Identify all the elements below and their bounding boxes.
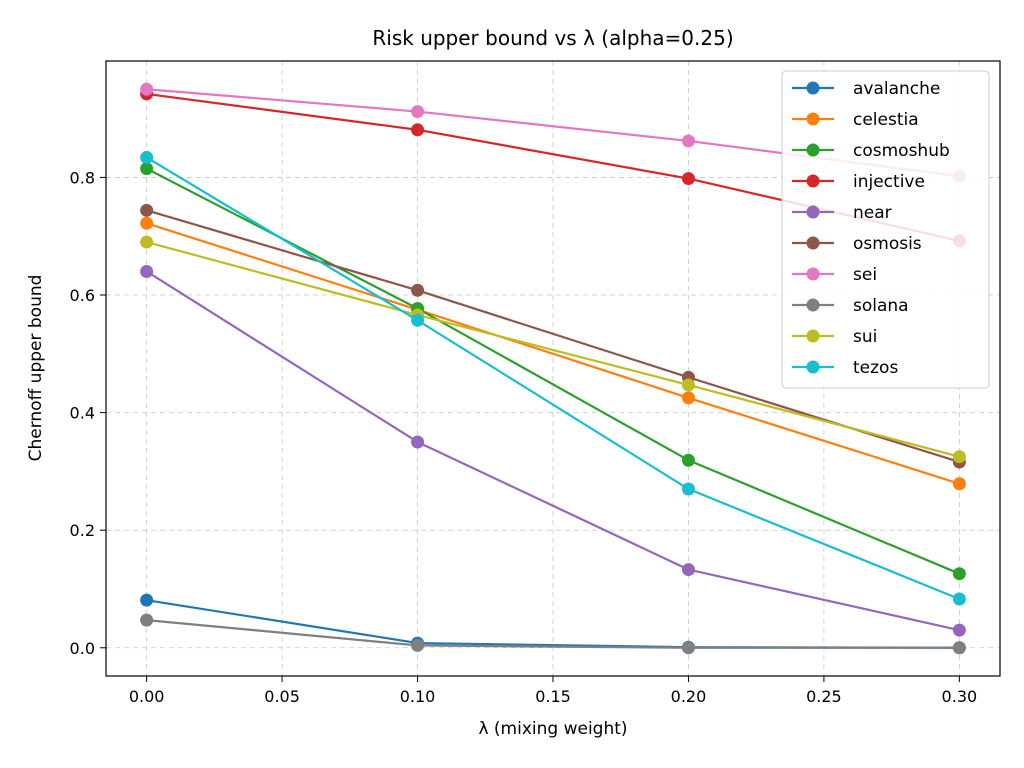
y-tick-label: 0.0 [70,639,95,658]
x-axis-label: λ (mixing weight) [478,719,627,739]
series-tezos [140,150,966,606]
data-point-near [411,435,425,449]
x-tick-label: 0.25 [806,687,842,706]
y-tick-label: 0.2 [70,521,95,540]
data-point-cosmoshub [681,453,695,467]
data-point-solana [952,641,966,655]
x-tick-label: 0.20 [671,687,707,706]
legend-item-near: near [792,203,892,223]
legend-label: solana [853,296,909,316]
data-point-osmosis [411,283,425,297]
legend-item-tezos: tezos [792,358,898,378]
legend-swatch-marker [806,112,820,126]
data-point-near [952,623,966,637]
series-line-celestia [146,222,960,485]
legend-item-cosmoshub: cosmoshub [792,141,950,161]
data-point-tezos [140,150,154,164]
y-tick-label: 0.6 [70,286,95,305]
legend-swatch-marker [806,267,820,281]
legend-swatch-marker [806,360,820,374]
legend-item-injective: injective [792,172,925,192]
legend: avalanche celestia cosmoshub injective near o… [781,70,990,389]
series-line-solana [146,619,960,649]
data-point-osmosis [140,203,154,217]
y-tick-label: 0.8 [70,168,95,187]
data-point-solana [411,638,425,652]
legend-swatch-marker [806,81,820,95]
y-tick-layer: 0.0 0.2 0.4 0.6 0.8 [70,168,106,658]
legend-item-avalanche: avalanche [792,79,940,99]
series-near [140,264,966,637]
legend-swatch-marker [806,205,820,219]
data-point-near [681,563,695,577]
data-point-celestia [140,216,154,230]
legend-swatch-marker [806,329,820,343]
x-tick-layer: 0.00 0.05 0.10 0.15 0.20 0.25 0.30 [129,676,977,706]
data-point-avalanche [140,593,154,607]
x-tick-label: 0.15 [535,687,571,706]
x-tick-label: 0.30 [942,687,978,706]
data-point-celestia [681,391,695,405]
legend-item-sei: sei [792,265,877,285]
x-tick-label: 0.05 [264,687,300,706]
legend-items: avalanche celestia cosmoshub injective near o… [792,79,950,378]
legend-label: sui [853,327,877,347]
legend-swatch-marker [806,236,820,250]
series-line-near [146,270,960,632]
x-tick-label: 0.00 [129,687,165,706]
series-solana [140,613,966,655]
data-point-cosmoshub [140,162,154,176]
legend-swatch-marker [806,298,820,312]
series-line-osmosis [146,209,960,464]
data-point-sui [952,450,966,464]
legend-item-osmosis: osmosis [792,234,922,254]
legend-label: sei [853,265,877,285]
data-point-tezos [411,313,425,327]
legend-item-celestia: celestia [792,110,919,130]
data-point-injective [681,172,695,186]
data-point-cosmoshub [952,567,966,581]
data-point-near [140,264,154,278]
legend-label: injective [853,172,925,192]
legend-item-solana: solana [792,296,909,316]
legend-swatch-marker [806,143,820,157]
legend-swatch-marker [806,174,820,188]
legend-label: tezos [853,358,898,378]
data-point-solana [681,641,695,655]
y-axis-label: Chernoff upper bound [26,275,46,462]
series-line-sui [146,241,960,458]
data-point-sei [411,105,425,119]
series-line-tezos [146,156,960,600]
x-tick-label: 0.10 [400,687,436,706]
legend-label: osmosis [853,234,922,254]
data-point-solana [140,613,154,627]
legend-label: celestia [853,110,919,130]
legend-item-sui: sui [792,327,877,347]
data-point-injective [411,123,425,137]
legend-label: avalanche [853,79,940,99]
data-point-celestia [952,477,966,491]
data-point-tezos [681,482,695,496]
legend-label: near [853,203,892,223]
chart-title: Risk upper bound vs λ (alpha=0.25) [372,26,733,50]
legend-label: cosmoshub [853,141,950,161]
data-point-sui [681,378,695,392]
data-point-sei [681,134,695,148]
data-point-sui [140,235,154,249]
y-tick-label: 0.4 [70,404,95,423]
data-point-tezos [952,592,966,606]
data-point-sei [140,82,154,96]
